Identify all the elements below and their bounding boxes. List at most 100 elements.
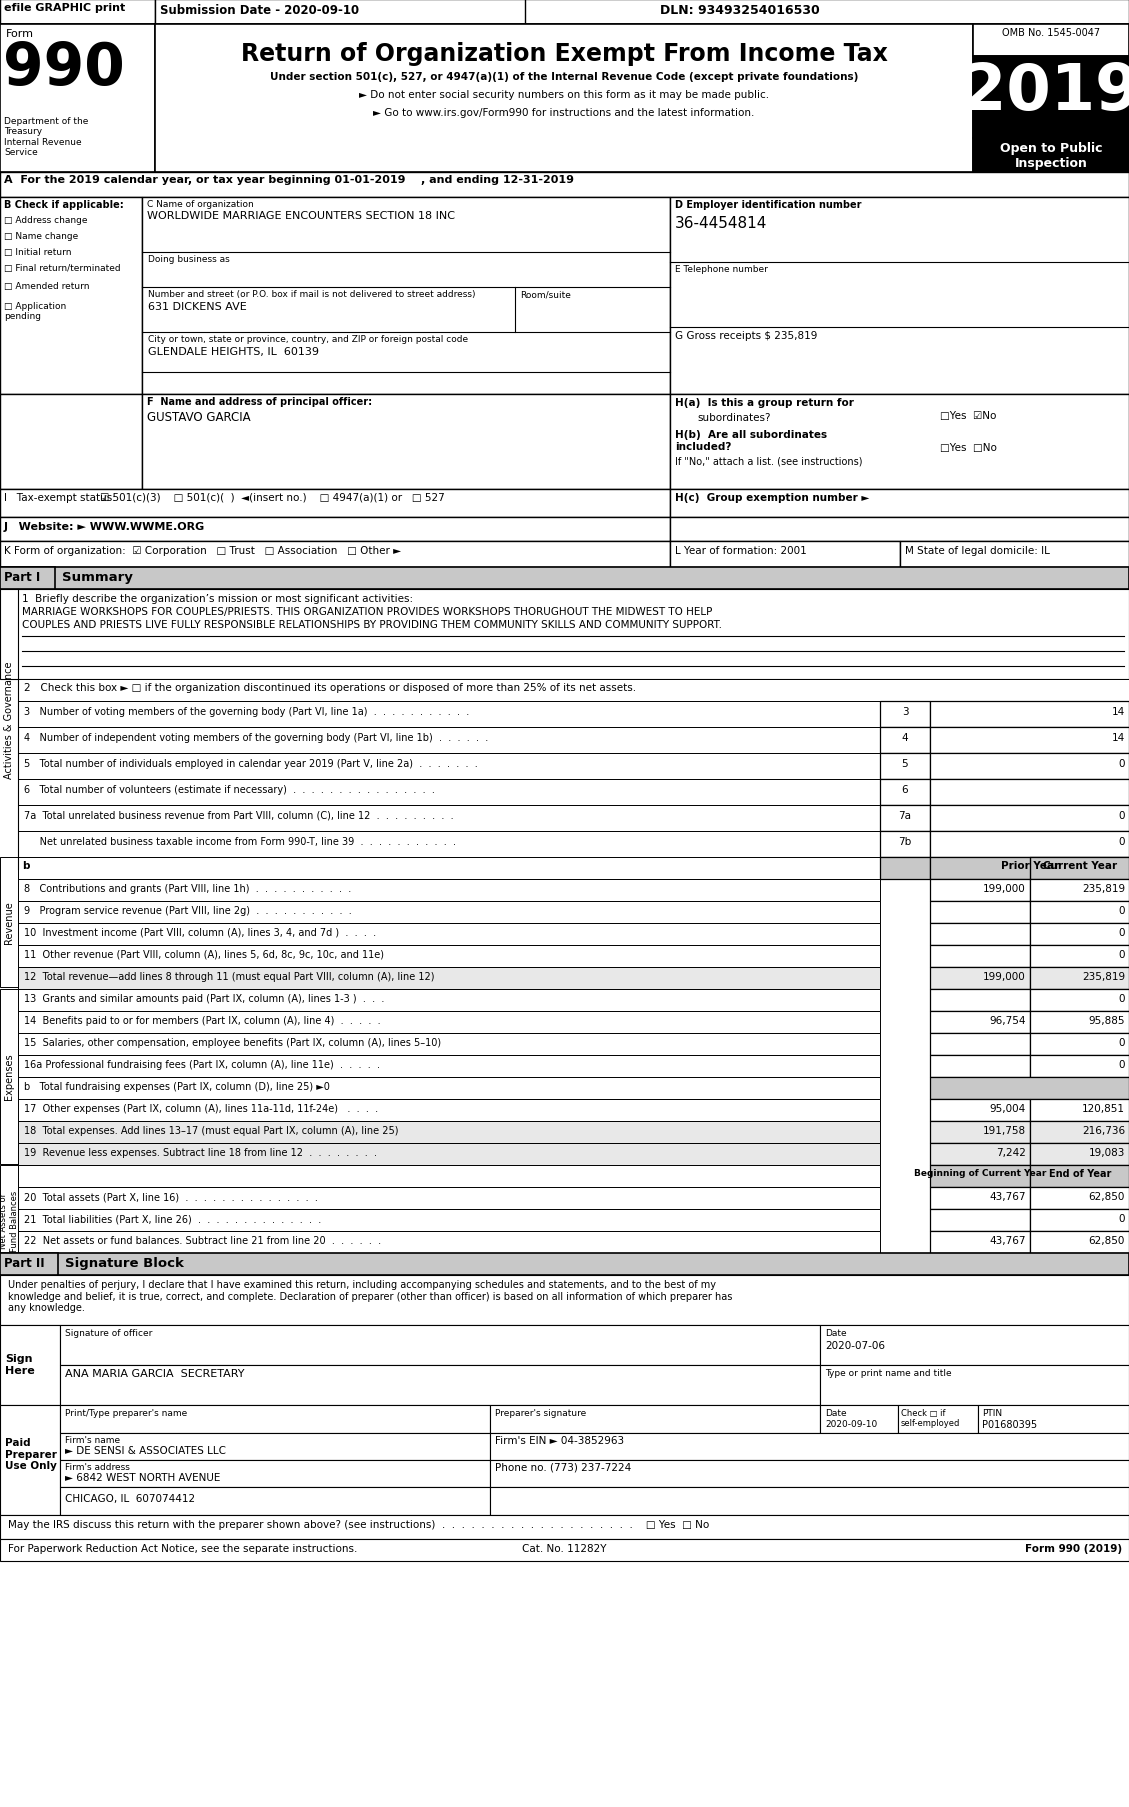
Bar	[18, 1144, 879, 1166]
Text: □ Name change: □ Name change	[5, 231, 78, 240]
Bar	[0, 1254, 1129, 1276]
Text: 12  Total revenue—add lines 8 through 11 (must equal Part VIII, column (A), line: 12 Total revenue—add lines 8 through 11 …	[24, 972, 435, 981]
Text: 19  Revenue less expenses. Subtract line 18 from line 12  .  .  .  .  .  .  .  .: 19 Revenue less expenses. Subtract line …	[24, 1147, 377, 1156]
Bar	[18, 923, 879, 945]
Text: K Form of organization:  ☑ Corporation   □ Trust   □ Association   □ Other ►: K Form of organization: ☑ Corporation □ …	[5, 546, 401, 557]
Text: 2019: 2019	[962, 61, 1129, 123]
Text: Expenses: Expenses	[5, 1053, 14, 1100]
Text: 17  Other expenses (Part IX, column (A), lines 11a-11d, 11f-24e)   .  .  .  .: 17 Other expenses (Part IX, column (A), …	[24, 1104, 378, 1113]
Text: □ Amended return: □ Amended return	[5, 282, 89, 291]
Bar	[18, 1231, 879, 1254]
Bar	[0, 990, 18, 1164]
Text: Date: Date	[825, 1408, 847, 1417]
Bar	[1030, 1055, 1129, 1077]
Bar	[930, 990, 1030, 1012]
Bar	[1030, 1187, 1129, 1209]
Bar	[18, 858, 879, 880]
Text: Activities & Governance: Activities & Governance	[5, 661, 14, 779]
Text: ☑ 501(c)(3)    □ 501(c)(  )  ◄(insert no.)    □ 4947(a)(1) or   □ 527: ☑ 501(c)(3) □ 501(c)( ) ◄(insert no.) □ …	[100, 493, 445, 502]
Bar	[18, 1099, 879, 1122]
Bar	[0, 1166, 18, 1276]
Bar	[930, 1034, 1030, 1055]
Text: B Check if applicable:: B Check if applicable:	[5, 201, 124, 210]
Text: P01680395: P01680395	[982, 1418, 1038, 1429]
Bar	[0, 199, 142, 394]
Bar	[0, 1254, 58, 1276]
Text: F  Name and address of principal officer:: F Name and address of principal officer:	[147, 398, 373, 407]
Text: 0: 0	[1119, 927, 1124, 938]
Bar	[930, 806, 1129, 831]
Bar	[669, 542, 900, 567]
Bar	[142, 199, 669, 394]
Text: Form 990 (2019): Form 990 (2019)	[1025, 1543, 1122, 1554]
Bar	[1030, 1209, 1129, 1231]
Bar	[18, 1166, 879, 1187]
Bar	[669, 490, 1129, 519]
Text: 4: 4	[902, 732, 909, 743]
Text: H(a)  Is this a group return for: H(a) Is this a group return for	[675, 398, 854, 408]
Text: □ Address change: □ Address change	[5, 215, 88, 224]
Bar	[18, 1077, 879, 1099]
Text: Paid
Preparer
Use Only: Paid Preparer Use Only	[5, 1437, 56, 1471]
Bar	[0, 542, 669, 567]
Text: H(c)  Group exemption number ►: H(c) Group exemption number ►	[675, 493, 869, 502]
Bar	[0, 490, 669, 519]
Bar	[1030, 1144, 1129, 1166]
Bar	[18, 728, 879, 754]
Text: 0: 0	[1119, 837, 1124, 846]
Text: 216,736: 216,736	[1082, 1126, 1124, 1135]
Text: ► 6842 WEST NORTH AVENUE: ► 6842 WEST NORTH AVENUE	[65, 1473, 220, 1482]
Text: Doing business as: Doing business as	[148, 255, 229, 264]
Bar	[18, 806, 879, 831]
Text: 19,083: 19,083	[1088, 1147, 1124, 1156]
Bar	[0, 394, 142, 490]
Bar	[930, 967, 1030, 990]
Bar	[879, 701, 930, 728]
Text: Part II: Part II	[5, 1256, 45, 1269]
Bar	[1030, 858, 1129, 880]
Bar	[1030, 1231, 1129, 1254]
Text: M State of legal domicile: IL: M State of legal domicile: IL	[905, 546, 1050, 557]
Text: C Name of organization: C Name of organization	[147, 201, 254, 210]
Bar	[490, 1487, 1129, 1514]
Text: E Telephone number: E Telephone number	[675, 266, 768, 275]
Text: Preparer's signature: Preparer's signature	[495, 1408, 586, 1417]
Bar	[18, 990, 879, 1012]
Bar	[930, 945, 1030, 967]
Text: 0: 0	[1119, 994, 1124, 1003]
Text: □Yes  ☑No: □Yes ☑No	[940, 410, 997, 421]
Bar	[60, 1406, 490, 1433]
Text: Firm's EIN ► 04-3852963: Firm's EIN ► 04-3852963	[495, 1435, 624, 1446]
Bar	[930, 1166, 1030, 1187]
Bar	[0, 1540, 1129, 1561]
Bar	[1030, 880, 1129, 902]
Text: GLENDALE HEIGHTS, IL  60139: GLENDALE HEIGHTS, IL 60139	[148, 347, 320, 356]
Text: CHICAGO, IL  607074412: CHICAGO, IL 607074412	[65, 1493, 195, 1503]
Text: 0: 0	[1119, 949, 1124, 960]
Text: 235,819: 235,819	[1082, 972, 1124, 981]
Bar	[0, 1406, 60, 1514]
Bar	[155, 25, 973, 173]
Text: 2   Check this box ► □ if the organization discontinued its operations or dispos: 2 Check this box ► □ if the organization…	[24, 683, 636, 692]
Bar	[898, 1406, 978, 1433]
Bar	[879, 858, 930, 880]
Bar	[0, 0, 1129, 25]
Text: □Yes  □No: □Yes □No	[940, 443, 997, 454]
Text: b   Total fundraising expenses (Part IX, column (D), line 25) ►0: b Total fundraising expenses (Part IX, c…	[24, 1081, 330, 1091]
Bar	[18, 1209, 879, 1231]
Text: 0: 0	[1119, 905, 1124, 916]
Text: Net unrelated business taxable income from Form 990-T, line 39  .  .  .  .  .  .: Net unrelated business taxable income fr…	[24, 837, 456, 846]
Text: If "No," attach a list. (see instructions): If "No," attach a list. (see instruction…	[675, 457, 863, 466]
Bar	[1030, 967, 1129, 990]
Bar	[930, 831, 1129, 858]
Text: 0: 0	[1119, 759, 1124, 768]
Bar	[930, 1231, 1030, 1254]
Text: 6: 6	[902, 784, 909, 795]
Bar	[930, 1099, 1030, 1122]
Bar	[930, 1144, 1030, 1166]
Bar	[18, 880, 879, 902]
Text: Phone no. (773) 237-7224: Phone no. (773) 237-7224	[495, 1462, 631, 1473]
Text: ► DE SENSI & ASSOCIATES LLC: ► DE SENSI & ASSOCIATES LLC	[65, 1446, 226, 1455]
Text: 5: 5	[902, 759, 909, 768]
Bar	[669, 394, 1129, 490]
